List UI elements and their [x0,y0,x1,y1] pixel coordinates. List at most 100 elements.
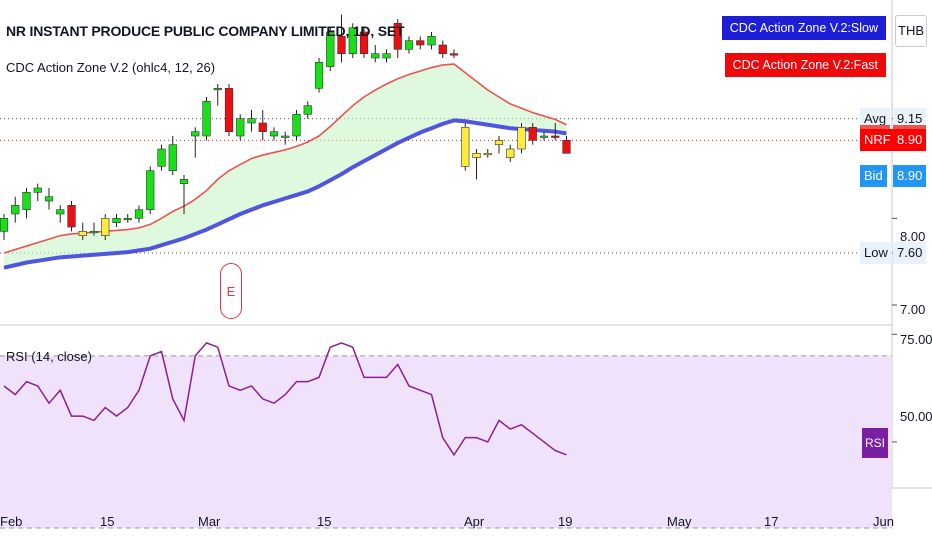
price-tick: 8.00 [900,229,926,244]
candle-body [472,153,481,158]
price-tag-value: 8.90 [893,165,927,188]
x-tick: 19 [558,514,573,529]
indicator-label[interactable]: CDC Action Zone V.2 (ohlc4, 12, 26) [6,60,216,75]
candle-body [44,196,54,202]
candle-body [528,127,537,141]
candle [89,222,99,236]
earnings-marker[interactable]: E [220,263,242,319]
candle [191,127,200,158]
candle-body [483,153,492,156]
candle [247,110,256,132]
action-zone-fill [4,64,567,268]
candle-body [371,53,380,59]
candle [427,32,436,50]
candle-body [202,101,211,137]
candle-body [382,53,391,59]
price-tag-avg: Avg [860,107,891,130]
candle [382,49,391,63]
candle-body [551,135,560,138]
candle [281,131,290,145]
candle-body [494,140,504,145]
legend-fast[interactable]: CDC Action Zone V.2:Fast [724,53,886,77]
candle [337,14,346,63]
candle [67,201,76,232]
legend-slow[interactable]: CDC Action Zone V.2:Slow [721,16,886,40]
candle [551,123,560,141]
candle-body [438,44,447,54]
candle [11,196,20,223]
candle-body [168,144,177,171]
candle [44,188,54,210]
candle [112,214,121,227]
price-tag-value: 8.90 [893,129,927,152]
candle-body [247,118,256,124]
candle-body [506,148,515,158]
candle-body [11,205,20,215]
candle-body [359,31,369,54]
x-tick-feb: Feb [0,514,23,529]
candle-body [449,53,459,56]
candle-body [78,231,87,236]
x-tick-apr: Apr [464,514,485,529]
currency-button[interactable]: THB [895,15,927,47]
candle-body [236,118,245,137]
x-tick-mar: Mar [198,514,221,529]
candle-body [539,135,549,138]
candle [461,123,470,171]
price-tag-value: 9.15 [893,107,927,130]
candle [78,222,87,240]
candle-body [179,179,189,184]
candle-body [224,88,234,132]
candle-body [393,23,402,50]
candle [416,36,425,50]
candlesticks[interactable] [0,14,571,240]
x-tick: 15 [100,514,115,529]
candle-body [112,218,121,223]
candle [348,23,357,58]
candle [472,149,481,180]
candle-body [461,127,470,167]
candle [404,36,414,54]
candle [269,127,279,141]
candle [258,110,267,141]
candle-body [517,127,526,150]
candle-body [213,88,222,91]
candle [371,45,380,63]
candle-body [337,36,346,54]
candle [483,149,492,158]
rsi-label[interactable]: RSI (14, close) [6,349,92,364]
x-tick-may: May [667,514,692,529]
price-tag-value: 7.60 [893,242,927,264]
candle [506,144,515,162]
candle [179,175,189,214]
price-tag-nrf: NRF [860,129,895,152]
candle-body [0,218,9,232]
candle [303,101,312,119]
rsi-pane [0,342,892,529]
candle [146,166,155,214]
slow-line [3,118,567,270]
rsi-line [3,342,567,457]
candle [134,205,144,223]
rsi-tick: 75.00 [900,332,932,347]
candle [314,58,324,93]
candle-body [89,231,99,234]
candle [292,110,301,141]
candle-body [303,105,312,115]
candle [202,97,211,141]
candle-body [326,31,335,67]
candle [123,214,132,223]
candle-body [416,40,425,46]
candle-body [191,131,200,137]
x-tick-jun: Jun [873,514,894,529]
candle [539,131,549,141]
candle-body [314,62,324,89]
candle [224,84,234,136]
rsi-tick: 50.00 [900,409,932,424]
candle [33,183,42,201]
candle [438,40,447,58]
candle [168,136,177,175]
candle-body [404,40,414,50]
x-tick: 15 [317,514,332,529]
candle-body [146,170,155,210]
